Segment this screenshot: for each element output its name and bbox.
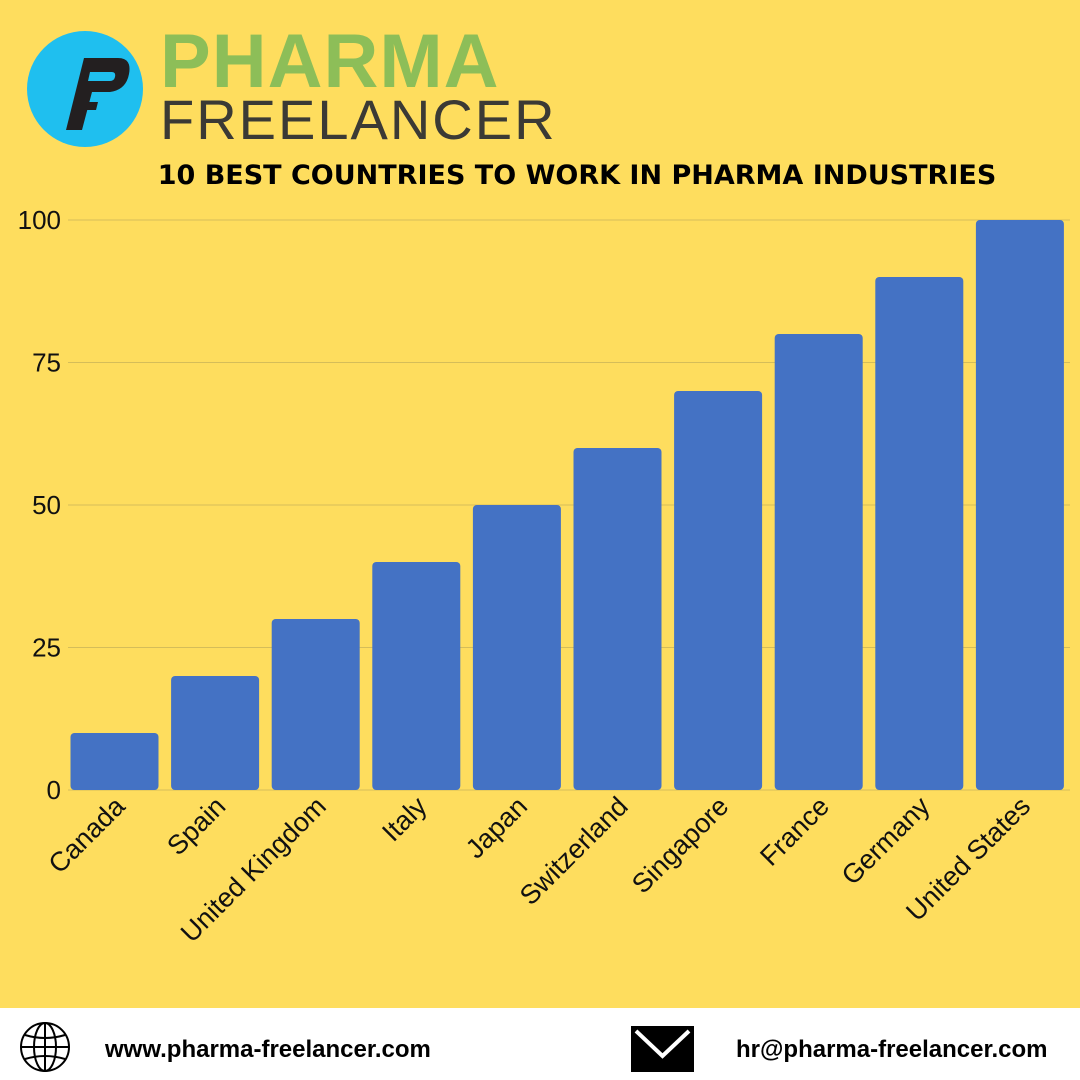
bar <box>271 619 360 790</box>
brand-name-freelancer: FREELANCER <box>160 88 557 151</box>
bar <box>674 391 763 790</box>
x-tick-label: Italy <box>376 791 433 848</box>
globe-icon <box>20 1022 70 1072</box>
y-tick-label: 25 <box>32 633 61 663</box>
chart-title: 10 BEST COUNTRIES TO WORK IN PHARMA INDU… <box>157 160 997 191</box>
bar <box>573 448 662 790</box>
x-tick-label: Japan <box>460 791 533 864</box>
y-tick-label: 0 <box>47 775 61 805</box>
website-link[interactable]: www.pharma-freelancer.com <box>105 1036 431 1063</box>
bar <box>372 562 461 790</box>
footer-bar <box>0 1008 1080 1080</box>
bar <box>472 505 561 790</box>
envelope-icon <box>631 1026 694 1072</box>
bar <box>774 334 863 790</box>
email-link[interactable]: hr@pharma-freelancer.com <box>736 1036 1048 1063</box>
pf-logo-icon <box>27 31 143 147</box>
bar <box>171 676 260 790</box>
y-tick-label: 75 <box>32 348 61 378</box>
brand-name-pharma: PHARMA <box>160 19 500 104</box>
x-tick-label: Spain <box>161 791 231 861</box>
x-tick-label: Germany <box>836 791 936 891</box>
bar <box>70 733 159 790</box>
y-tick-label: 50 <box>32 490 61 520</box>
bar <box>875 277 964 790</box>
x-tick-label: France <box>754 791 835 872</box>
y-tick-label: 100 <box>18 205 61 235</box>
x-tick-label: Singapore <box>626 791 734 899</box>
bar <box>975 220 1064 790</box>
x-tick-label: Switzerland <box>514 791 634 911</box>
